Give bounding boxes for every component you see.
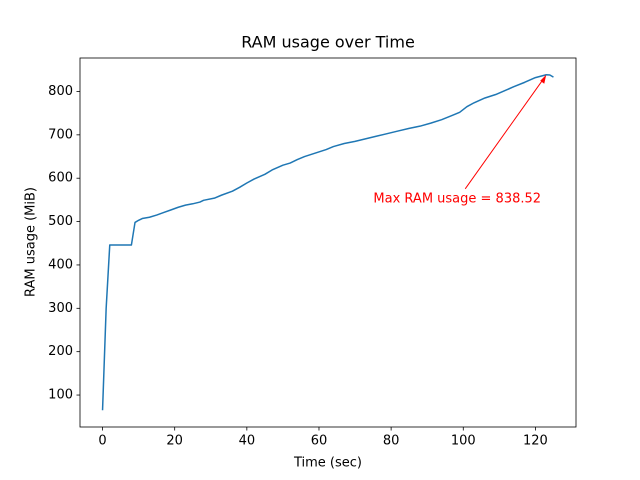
y-tick-label: 700 (48, 127, 73, 142)
y-tick-label: 600 (48, 171, 73, 186)
x-tick-label: 120 (523, 434, 548, 449)
x-tick-label: 20 (166, 434, 183, 449)
x-tick-label: 60 (311, 434, 328, 449)
x-axis-label: Time (sec) (293, 456, 362, 471)
line (101, 74, 554, 411)
chart-title: RAM usage over Time (241, 33, 415, 52)
x-tick-label: 80 (383, 434, 400, 449)
y-tick-label: 100 (48, 388, 73, 403)
y-tick-label: 500 (48, 214, 73, 229)
x-tick-label: 40 (239, 434, 256, 449)
x-tick-label: 100 (451, 434, 476, 449)
y-tick-label: 300 (48, 301, 73, 316)
y-tick-label: 400 (48, 257, 73, 272)
annotation-text: Max RAM usage = 838.52 (373, 191, 541, 206)
y-tick-label: 200 (48, 344, 73, 359)
x-tick-label: 0 (98, 434, 106, 449)
annotation-arrowhead (540, 74, 547, 84)
y-tick-label: 800 (48, 84, 73, 99)
y-axis-label: RAM usage (MiB) (24, 187, 39, 297)
annotation-arrow (464, 77, 545, 190)
plot-frame (79, 57, 577, 428)
